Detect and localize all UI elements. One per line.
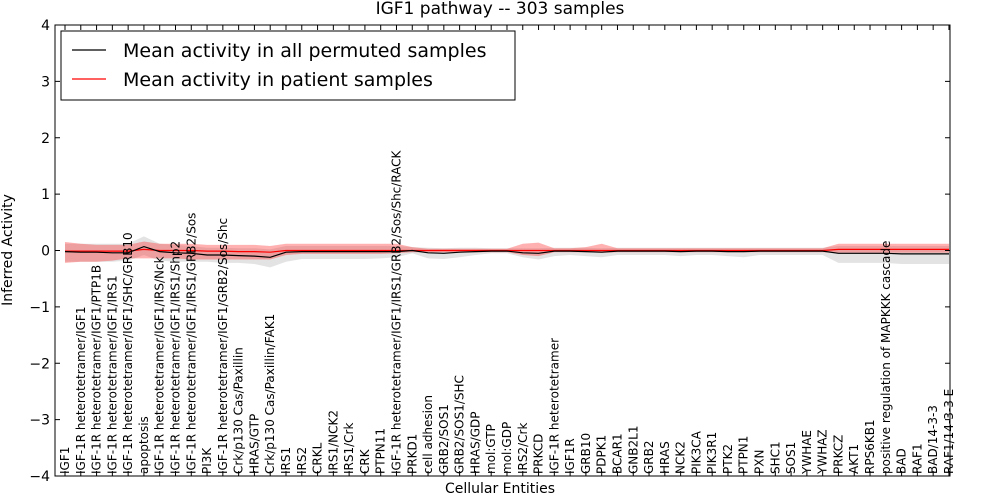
x-tick-label: BAD/14-3-3 [926, 405, 940, 474]
x-tick-label: HRAS [658, 441, 672, 474]
x-tick-label: IGF1 [58, 447, 72, 474]
legend-label-patient: Mean activity in patient samples [123, 69, 433, 91]
legend-box [60, 30, 516, 101]
x-tick-label: RAF1 [910, 443, 924, 474]
x-tick-label: IGF1R [563, 438, 577, 474]
x-tick-label: CRKL [311, 442, 325, 474]
y-tick-label: 1 [41, 187, 50, 203]
x-tick-label: PRKD1 [405, 434, 419, 474]
y-tick-label: 0 [41, 244, 50, 260]
x-tick-label: AKT1 [847, 444, 861, 474]
y-tick-label: 4 [41, 18, 50, 34]
x-tick-label: CRK [358, 448, 372, 474]
x-tick-label: HRAS/GDP [468, 411, 482, 474]
x-tick-label: GRB2 [642, 440, 656, 474]
x-tick-label: IRS1/Crk [342, 423, 356, 474]
x-tick-label: YWHAE [800, 430, 814, 475]
y-axis: −4 −3 −2 −1 0 1 2 3 4 [29, 18, 950, 485]
x-tick-label: cell adhesion [421, 395, 435, 474]
x-tick-label: IRS2 [295, 447, 309, 474]
x-tick-label: Crk/p130 Cas/Paxillin/FAK1 [263, 314, 277, 474]
x-tick-label: IGF-1R heterotetramer [547, 338, 561, 474]
y-tick-label: −2 [29, 356, 50, 372]
x-tick-label: PI3K [200, 447, 214, 474]
x-tick-label: IGF-1R heterotetramer/IGF1 [74, 307, 88, 474]
x-tick-label: IRS2/Crk [516, 423, 530, 474]
x-tick-label: PDPK1 [595, 435, 609, 474]
legend-label-permuted: Mean activity in all permuted samples [123, 40, 486, 62]
x-tick-label: GRB10 [579, 433, 593, 474]
x-tick-label: IGF-1R heterotetramer/IGF1/SHC/GRB10 [121, 232, 135, 474]
line-permuted-samples [64, 245, 949, 258]
band-patient-samples [65, 241, 949, 263]
y-tick-label: −4 [29, 469, 50, 485]
x-axis: IGF1 IGF-1R heterotetramer/IGF1 IGF-1R het… [58, 25, 956, 476]
x-tick-label: SHC1 [768, 441, 782, 474]
x-tick-label: BCAR1 [611, 433, 625, 474]
x-tick-label: BAD [895, 448, 909, 474]
x-tick-label: PTK2 [721, 444, 735, 474]
y-tick-label: −3 [29, 413, 50, 429]
y-tick-label: 2 [41, 131, 50, 147]
x-tick-label: SOS1 [784, 442, 798, 474]
x-tick-label: positive regulation of MAPKKK cascade [879, 241, 893, 474]
x-tick-label: IRS1 [279, 447, 293, 474]
x-tick-label: PIK3R1 [705, 432, 719, 474]
band-permuted-samples [65, 236, 949, 268]
x-tick-label: IRS1/NCK2 [326, 410, 340, 474]
x-tick-label: HRAS/GTP [247, 414, 261, 474]
x-tick-label: RAF1/14-3-3 E [942, 389, 956, 474]
confidence-bands [65, 236, 949, 268]
chart-title: IGF1 pathway -- 303 samples [376, 0, 625, 19]
x-tick-label: YWHAZ [816, 429, 830, 475]
x-tick-label: NCK2 [674, 441, 688, 474]
series-lines [64, 245, 949, 258]
x-tick-label: PXN [753, 450, 767, 474]
x-tick-label: GRB2/SOS1/SHC [453, 375, 467, 474]
x-tick-label: IGF-1R heterotetramer/IGF1/IRS1/GRB2/Sos… [390, 149, 404, 474]
x-tick-label: mol:GDP [500, 422, 514, 474]
x-tick-label: PIK3CA [689, 430, 703, 474]
x-tick-label: IGF-1R heterotetramer/IGF1/PTP1B [90, 265, 104, 474]
y-axis-label: Inferred Activity [0, 194, 16, 306]
x-tick-label: GNB2L1 [626, 426, 640, 474]
x-tick-label: PTPN11 [374, 428, 388, 474]
x-tick-label: IGF-1R heterotetramer/IGF1/IRS1 [105, 275, 119, 474]
y-tick-label: 3 [41, 74, 50, 90]
x-tick-label: IGF-1R heterotetramer/IGF1/GRB2/Sos/Shc [216, 218, 230, 474]
x-tick-label: mol:GTP [484, 424, 498, 474]
x-tick-label: RPS6KB1 [863, 419, 877, 474]
x-tick-label: IGF-1R heterotetramer/IGF1/IRS/Nck [153, 256, 167, 474]
legend: Mean activity in all permuted samples Me… [60, 30, 516, 101]
x-tick-label: IGF-1R heterotetramer/IGF1/IRS1/GRB2/Sos [184, 213, 198, 474]
x-tick-label: PTPN1 [737, 436, 751, 474]
x-tick-label: Crk/p130 Cas/Paxillin [232, 347, 246, 474]
x-tick-label: apoptosis [137, 416, 151, 474]
x-tick-label: GRB2/SOS1 [437, 404, 451, 474]
x-axis-label: Cellular Entities [445, 481, 555, 497]
x-tick-label: PRKCZ [832, 435, 846, 474]
y-tick-label: −1 [29, 300, 50, 316]
x-tick-label: PRKCD [532, 434, 546, 474]
x-tick-label: IGF-1R heterotetramer/IGF1/IRS1/Shp2 [169, 241, 183, 474]
